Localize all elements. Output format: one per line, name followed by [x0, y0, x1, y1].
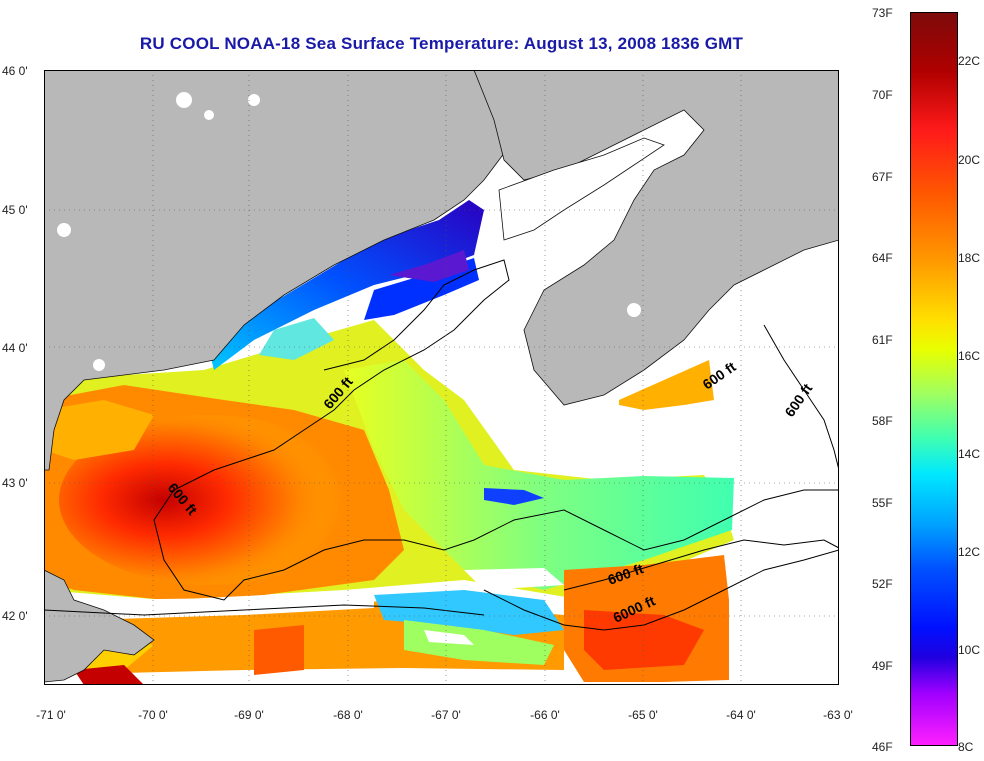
- lon-label-70: -70 0': [138, 708, 168, 722]
- colorbar-label-c: 18C: [958, 251, 981, 265]
- map-title: RU COOL NOAA-18 Sea Surface Temperature:…: [139, 34, 744, 53]
- lon-label-63: -63 0': [823, 708, 853, 722]
- lakes: [57, 92, 641, 371]
- colorbar-label-c: 10C: [958, 643, 981, 657]
- land-mass: [44, 70, 839, 683]
- colorbar-label-f: 58F: [872, 414, 893, 428]
- colorbar-label-f: 49F: [872, 659, 893, 673]
- colorbar-label-f: 55F: [872, 496, 893, 510]
- lon-label-67: -67 0': [431, 708, 461, 722]
- colorbar-label-f: 52F: [872, 577, 893, 591]
- lon-label-65: -65 0': [628, 708, 658, 722]
- colorbar-label-f: 73F: [872, 6, 893, 20]
- lat-label-44: 44 0': [2, 341, 28, 355]
- map-frame: [44, 70, 839, 685]
- colorbar-label-f: 70F: [872, 88, 893, 102]
- colorbar-label-c: 8C: [958, 740, 974, 754]
- colorbar-label-f: 61F: [872, 333, 893, 347]
- lon-label-71: -71 0': [36, 708, 66, 722]
- lat-label-46: 46 0': [2, 64, 28, 78]
- sst-map[interactable]: 600 ft 600 ft 600 ft 600 ft 600 ft 6000 …: [44, 70, 839, 685]
- colorbar-label-c: 20C: [958, 153, 981, 167]
- colorbar-label-c: 12C: [958, 545, 981, 559]
- colorbar-label-c: 14C: [958, 447, 981, 461]
- lat-label-42: 42 0': [2, 609, 28, 623]
- colorbar-label-f: 46F: [872, 740, 893, 754]
- colorbar-label-c: 16C: [958, 349, 981, 363]
- lat-label-43: 43 0': [2, 476, 28, 490]
- colorbar-label-f: 64F: [872, 251, 893, 265]
- lon-label-64: -64 0': [726, 708, 756, 722]
- colorbar-label-f: 67F: [872, 170, 893, 184]
- lat-label-45: 45 0': [2, 203, 28, 217]
- colorbar-label-c: 22C: [958, 54, 981, 68]
- color-scale-bar: [910, 12, 958, 746]
- lon-label-66: -66 0': [530, 708, 560, 722]
- bathymetry-contours: [44, 259, 839, 631]
- sst-field: [44, 200, 734, 685]
- lon-label-68: -68 0': [333, 708, 363, 722]
- lon-label-69: -69 0': [234, 708, 264, 722]
